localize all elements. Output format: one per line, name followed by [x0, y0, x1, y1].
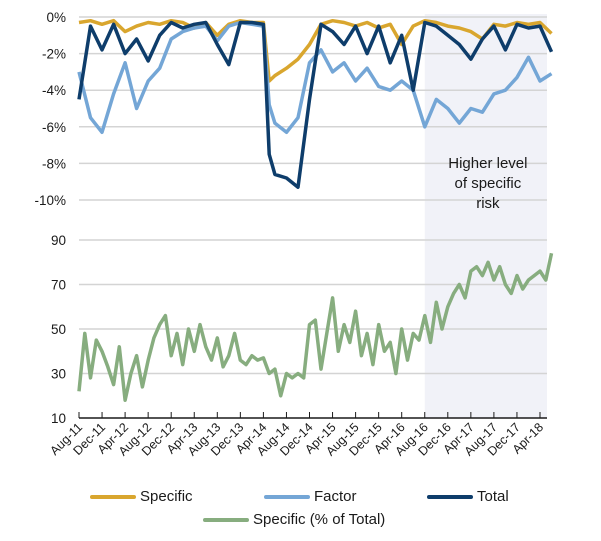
y-tick-label: -2% [42, 47, 66, 62]
y-tick-label: -8% [42, 156, 66, 171]
legend-label-factor: Factor [314, 488, 357, 505]
legend-item-specific: Specific [90, 488, 193, 505]
y-tick-label: 50 [51, 322, 66, 337]
annotation-line: of specific [455, 175, 522, 192]
annotation-line: Higher level [448, 155, 527, 172]
top-chart-y-tick-labels: 0% -2% -4% -6% -8% -10% [34, 10, 66, 208]
y-tick-label: 90 [51, 233, 66, 248]
legend-item-factor: Factor [264, 488, 357, 505]
bottom-chart-series [77, 252, 554, 402]
y-tick-label: 10 [51, 411, 66, 426]
legend-swatch-total [427, 494, 473, 499]
legend-swatch-specific-pct-of-total [203, 517, 249, 522]
legend-label-specific: Specific [140, 488, 193, 505]
annotation-line: risk [476, 195, 500, 212]
legend-label-specific-pct-of-total: Specific (% of Total) [253, 511, 386, 528]
top-chart-gridlines [79, 16, 547, 201]
y-tick-label: 70 [51, 278, 66, 293]
y-tick-label: -6% [42, 120, 66, 135]
series-line-factor [77, 20, 553, 135]
bottom-chart-y-tick-labels: 90 70 50 30 10 [51, 233, 66, 426]
y-tick-label: 0% [46, 10, 66, 25]
legend-label-total: Total [477, 488, 509, 505]
y-tick-label: 30 [51, 367, 66, 382]
legend-swatch-factor [264, 494, 310, 499]
series-line-specific-pct-of-total [77, 252, 554, 402]
legend-item-total: Total [427, 488, 509, 505]
annotation-higher-level-of-specific-risk: Higher level of specific risk [448, 155, 527, 212]
top-chart-series [77, 18, 554, 189]
legend-item-specific-pct-of-total: Specific (% of Total) [203, 511, 385, 528]
x-axis-tick-labels: Aug-11Dec-11Apr-12Aug-12Dec-12Apr-13Aug-… [47, 420, 546, 458]
y-tick-label: -4% [42, 83, 66, 98]
legend-swatch-specific [90, 494, 136, 499]
series-line-specific [78, 18, 553, 83]
y-tick-label: -10% [34, 193, 66, 208]
x-axis-ticks [78, 412, 541, 418]
shaded-region-higher-specific-risk [424, 14, 547, 418]
series-line-total [77, 20, 554, 189]
